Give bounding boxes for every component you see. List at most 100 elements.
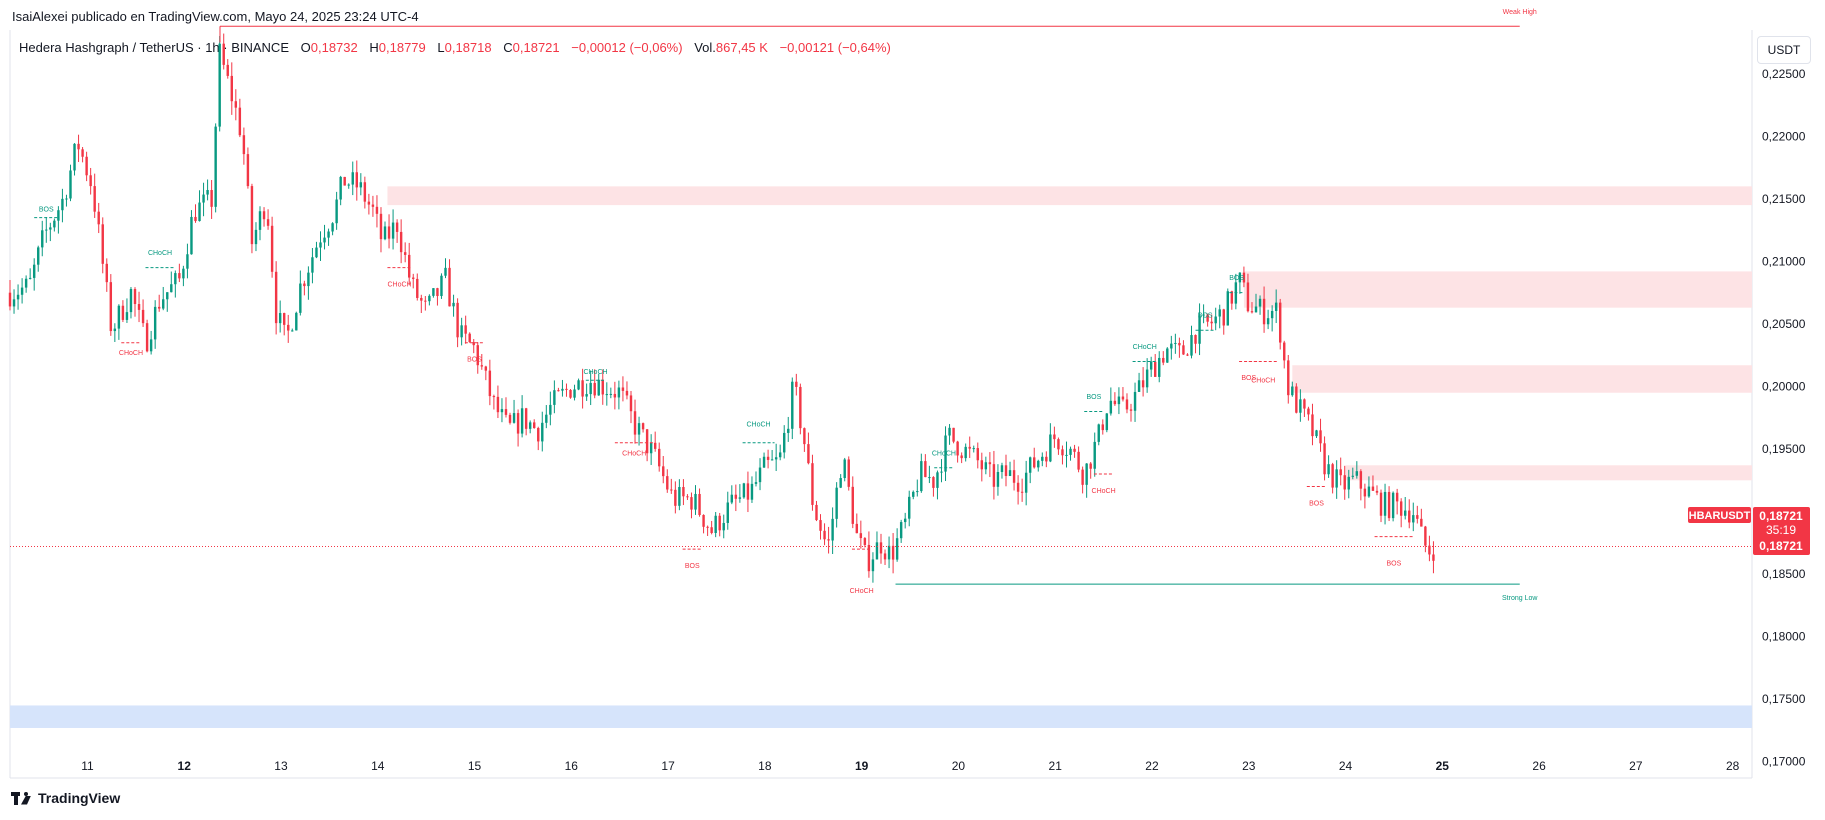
candle-up: [1166, 348, 1169, 363]
candle-down: [1012, 470, 1016, 483]
candle-down: [686, 496, 689, 498]
candle-down: [621, 387, 625, 391]
candle-up: [331, 223, 334, 232]
candle-up: [428, 295, 431, 302]
candle-down: [537, 428, 540, 442]
candle-up: [895, 538, 899, 560]
candle-down: [1359, 471, 1363, 489]
candle-down: [674, 489, 677, 506]
candle-up: [41, 230, 44, 248]
y-tick-label: 0,22000: [1762, 129, 1806, 143]
candle-up: [887, 545, 891, 560]
candle-up: [254, 229, 258, 245]
y-tick-label: 0,20000: [1762, 379, 1806, 393]
candle-up: [1367, 486, 1371, 497]
candle-down: [250, 186, 254, 245]
candle-up: [512, 413, 516, 423]
candle-down: [1250, 311, 1254, 313]
x-tick-label: 26: [1532, 759, 1546, 773]
candle-down: [436, 288, 439, 297]
candle-up: [750, 483, 754, 500]
candle-up: [637, 423, 641, 435]
candle-down: [1375, 490, 1379, 493]
candle-up: [65, 198, 68, 200]
x-tick-label: 23: [1242, 759, 1256, 773]
structure-label: BOS: [685, 563, 700, 570]
candle-down: [766, 456, 770, 460]
candle-down: [1194, 335, 1197, 344]
candle-down: [879, 542, 883, 554]
structure-label: BOS: [1387, 560, 1402, 567]
candle-down: [266, 219, 270, 226]
candle-down: [1339, 469, 1342, 476]
candle-down: [883, 553, 887, 560]
candle-down: [480, 365, 484, 367]
candle-up: [500, 409, 504, 413]
candle-down: [1262, 298, 1266, 325]
structure-label: CHoCH: [622, 450, 646, 457]
candle-down: [1089, 463, 1092, 469]
candle-down: [533, 422, 536, 429]
candle-up: [964, 446, 967, 459]
candle-down: [121, 305, 125, 320]
candle-up: [561, 388, 564, 391]
candle-down: [8, 292, 12, 307]
symbol-name[interactable]: Hedera Hashgraph / TetherUS · 1h · BINAN…: [19, 40, 289, 55]
candle-up: [327, 231, 330, 238]
candle-down: [633, 411, 637, 435]
candle-down: [706, 526, 709, 528]
candle-down: [565, 388, 568, 390]
candle-down: [662, 466, 665, 477]
candle-down: [77, 143, 80, 150]
currency-unit-button[interactable]: USDT: [1757, 36, 1811, 64]
candle-down: [799, 386, 802, 429]
candle-up: [53, 220, 56, 228]
candle-up: [1149, 361, 1153, 370]
candle-down: [702, 514, 705, 527]
x-tick-label: 12: [178, 759, 192, 773]
candle-up: [1335, 469, 1338, 488]
candle-down: [1428, 545, 1431, 555]
candle-up: [1085, 463, 1088, 485]
supply-zone-2: [1292, 365, 1752, 393]
candle-down: [1408, 510, 1411, 523]
ticker-tag-label: HBARUSDT: [1689, 510, 1751, 522]
candle-down: [988, 462, 992, 465]
x-tick-label: 11: [81, 759, 94, 773]
candle-up: [218, 43, 221, 127]
candle-down: [863, 538, 867, 545]
candle-down: [746, 483, 750, 500]
candle-down: [1121, 396, 1125, 400]
candle-up: [1351, 475, 1355, 477]
candle-down: [815, 504, 818, 521]
candle-down: [811, 463, 814, 505]
candle-down: [601, 379, 604, 395]
candle-up: [153, 306, 157, 340]
candle-up: [1270, 310, 1274, 319]
candle-up: [1226, 291, 1229, 326]
candle-up: [577, 380, 580, 390]
x-tick-label: 25: [1436, 759, 1450, 773]
candle-up: [206, 190, 209, 195]
candle-down: [666, 476, 669, 490]
candle-down: [1395, 492, 1399, 502]
tradingview-logo[interactable]: TradingView: [11, 790, 120, 806]
structure-label: CHoCH: [119, 350, 143, 357]
candle-up: [972, 448, 975, 450]
candle-down: [980, 460, 984, 470]
candle-down: [1420, 518, 1423, 527]
candle-down: [105, 263, 108, 283]
candle-up: [452, 302, 455, 307]
candle-down: [101, 224, 104, 264]
candle-up: [24, 278, 28, 288]
price-tag-countdown: 35:19: [1766, 523, 1796, 537]
candle-up: [323, 237, 326, 243]
structure-label: CHoCH: [387, 281, 411, 288]
candle-down: [847, 459, 850, 487]
candle-up: [549, 404, 552, 415]
candle-up: [258, 211, 262, 230]
close-label: C: [503, 40, 513, 55]
candle-down: [1283, 342, 1286, 361]
candle-up: [182, 268, 185, 279]
